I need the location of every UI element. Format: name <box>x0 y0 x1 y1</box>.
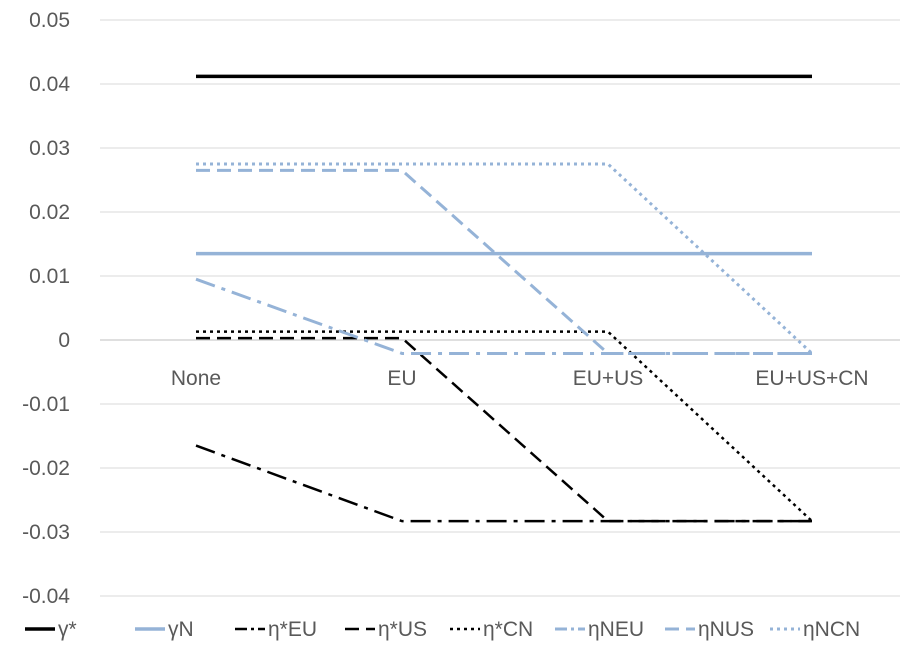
legend-label: γN <box>168 618 194 641</box>
y-tick-label: 0.03 <box>29 137 70 160</box>
legend-label: η*US <box>378 618 427 641</box>
series-line-6 <box>196 168 812 355</box>
y-tick-label: -0.01 <box>22 393 70 416</box>
legend: γ* γN η*EU η*US η*CN ηNEU ηNUS ηNCN <box>25 618 860 641</box>
gridlines <box>100 19 900 597</box>
x-tick-label: EU+US <box>573 367 644 390</box>
series-line-4 <box>196 330 813 523</box>
y-tick-label: 0.02 <box>29 201 70 224</box>
y-tick-label: -0.04 <box>22 585 70 608</box>
legend-label: η*EU <box>268 618 317 641</box>
y-axis-ticks: 0.05 0.04 0.03 0.02 0.01 0 -0.01 -0.02 -0.03 -0.0… <box>22 9 70 608</box>
series-line-7 <box>196 162 814 355</box>
x-tick-label: None <box>171 367 221 390</box>
legend-label: γ* <box>58 618 77 641</box>
y-tick-label: 0.01 <box>29 265 70 288</box>
legend-label: ηNCN <box>803 618 860 641</box>
legend-label: ηNUS <box>698 618 754 641</box>
x-tick-label: EU <box>387 367 416 390</box>
series-line-3 <box>196 336 812 523</box>
y-tick-label: -0.02 <box>22 457 70 480</box>
y-tick-label: 0.05 <box>29 9 70 32</box>
series-lines <box>195 74 814 523</box>
x-axis-labels: None EU EU+US EU+US+CN <box>171 367 869 390</box>
series-line-5 <box>195 277 812 355</box>
y-tick-label: 0 <box>58 329 70 352</box>
legend-label: η*CN <box>483 618 533 641</box>
series-line-2 <box>195 444 812 523</box>
y-tick-label: 0.04 <box>29 73 70 96</box>
legend-label: ηNEU <box>588 618 644 641</box>
x-tick-label: EU+US+CN <box>755 367 868 390</box>
y-tick-label: -0.03 <box>22 521 70 544</box>
